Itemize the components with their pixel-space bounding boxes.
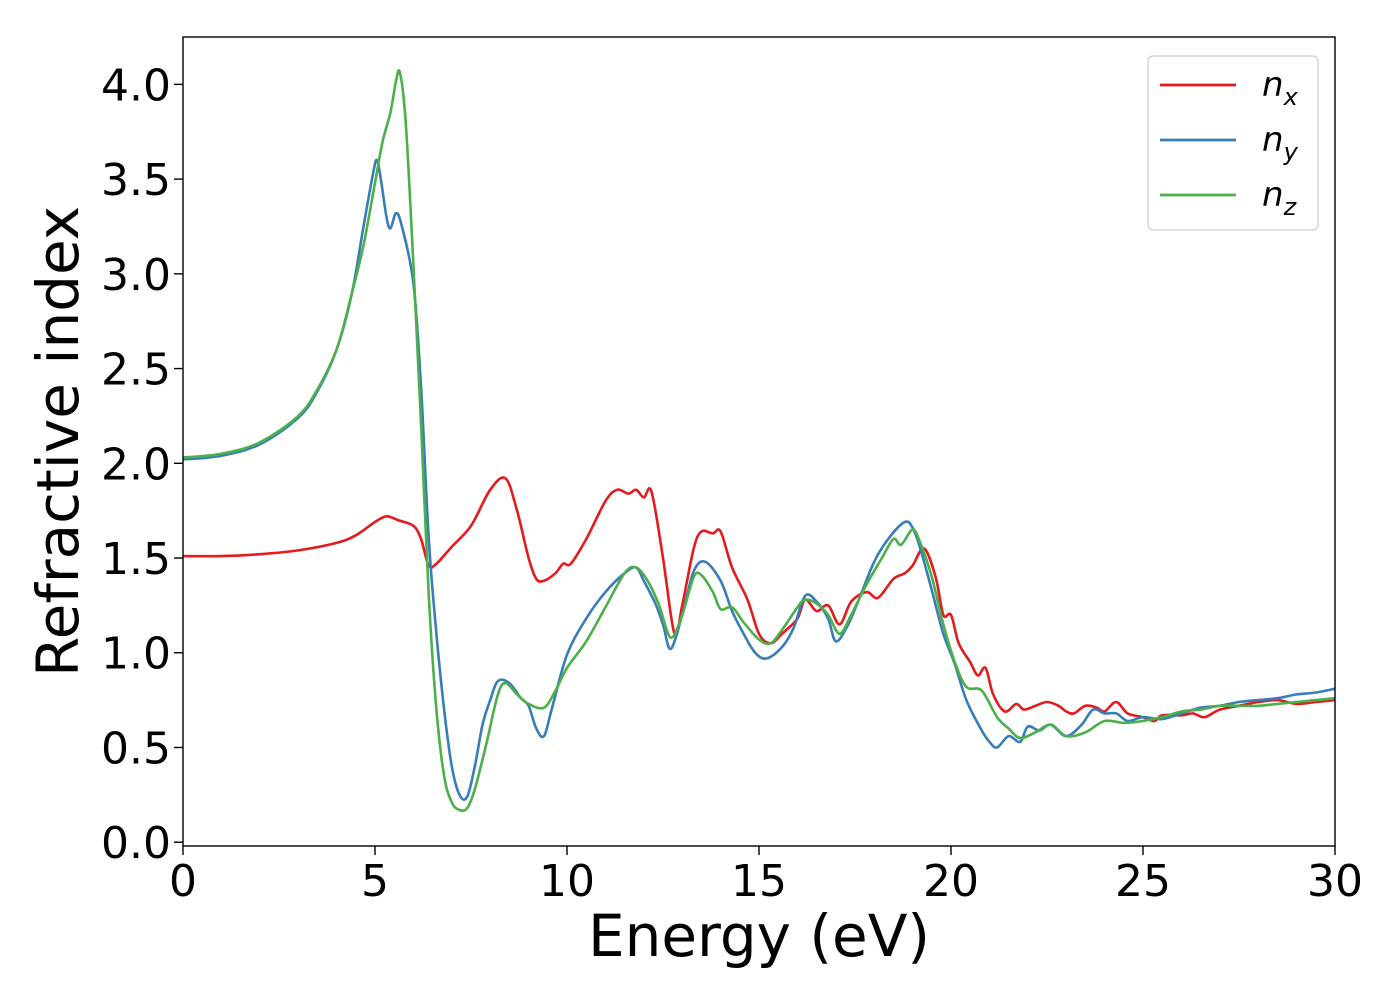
x-tick-label: 15 [731, 856, 787, 907]
y-tick-label: 1.0 [101, 629, 171, 680]
x-tick-label: 30 [1307, 856, 1363, 907]
legend: nx ny nz [1147, 55, 1319, 231]
x-axis-label: Energy (eV) [588, 902, 930, 970]
legend-label-y: ny [1262, 120, 1299, 166]
series-line-z [183, 69, 1335, 813]
y-tick-label: 4.0 [101, 60, 171, 111]
y-tick-label: 3.0 [101, 250, 171, 301]
y-tick-label: 1.5 [101, 534, 171, 585]
x-tick-label: 10 [539, 856, 595, 907]
y-tick-label: 2.0 [101, 439, 171, 490]
legend-label-x: nx [1262, 65, 1299, 111]
y-tick-label: 0.0 [101, 818, 171, 869]
series-lines [183, 69, 1335, 813]
legend-box [1147, 55, 1319, 231]
y-axis-label: Refractive index [24, 206, 92, 677]
x-tick-label: 20 [923, 856, 979, 907]
x-tick-label: 5 [361, 856, 389, 907]
y-tick-label: 2.5 [101, 345, 171, 396]
legend-label-z: nz [1262, 175, 1298, 221]
x-tick-label: 0 [169, 856, 197, 907]
y-tick-label: 3.5 [101, 155, 171, 206]
x-axis-ticks: 0 5 10 15 20 25 30 [169, 846, 1363, 907]
y-axis-ticks: 0.0 0.5 1.0 1.5 2.0 2.5 3.0 3.5 4.0 [101, 60, 183, 869]
x-tick-label: 25 [1115, 856, 1171, 907]
y-tick-label: 0.5 [101, 723, 171, 774]
